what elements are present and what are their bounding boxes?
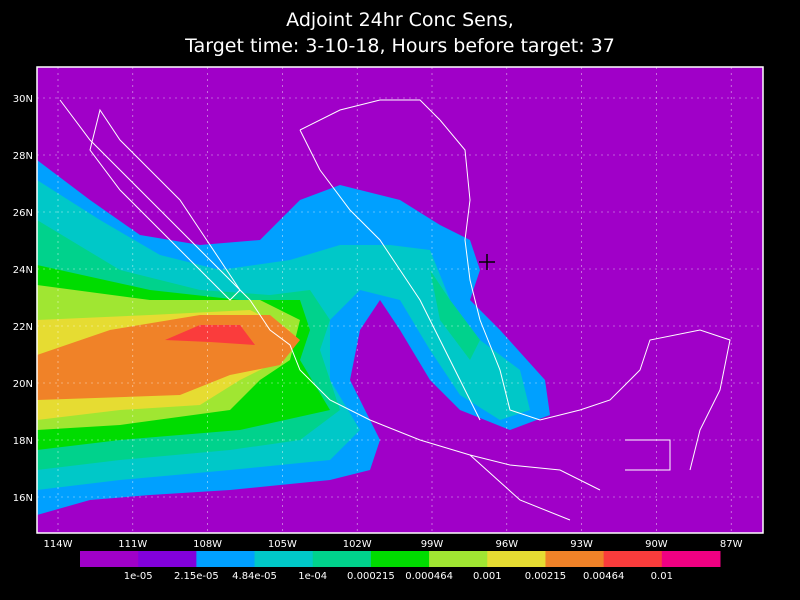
- colorbar-label: 2.15e-05: [174, 571, 219, 582]
- colorbar-label: 0.00215: [525, 571, 566, 582]
- lon-tick-label: 99W: [421, 539, 444, 550]
- grid: [37, 67, 763, 533]
- coastline: [439, 119, 731, 471]
- colorbar-swatch: [370, 551, 430, 567]
- colorbar-label: 0.000464: [405, 571, 453, 582]
- colorbar-swatch: [429, 551, 488, 567]
- lon-tick-label: 90W: [645, 539, 668, 550]
- colorbar-label: 1e-04: [298, 571, 327, 582]
- colorbar-label: 0.00464: [583, 571, 624, 582]
- colorbar-swatch: [545, 551, 605, 567]
- lat-tick-label: 16N: [13, 493, 33, 504]
- contour: [430, 270, 480, 360]
- lon-tick-label: 111W: [118, 539, 147, 550]
- plot-area: [36, 66, 764, 534]
- colorbar-swatch: [254, 551, 314, 567]
- lat-tick-label: 24N: [13, 265, 33, 276]
- coastlines: [59, 99, 731, 521]
- lon-tick-label: 114W: [44, 539, 73, 550]
- lon-tick-label: 102W: [343, 539, 372, 550]
- contour: [165, 325, 255, 345]
- coastline: [59, 99, 601, 491]
- colorbar-swatch: [80, 551, 139, 567]
- lon-tick-label: 87W: [720, 539, 743, 550]
- coastline: [89, 108, 241, 301]
- colorbar-label: 1e-05: [124, 571, 153, 582]
- title-line: Target time: 3-10-18, Hours before targe…: [184, 35, 615, 57]
- lon-tick-label: 105W: [268, 539, 297, 550]
- colorbar-label: 0.01: [651, 571, 673, 582]
- colorbar: 1e-05 2.15e-05 4.84e-05 1e-04 0.000215 0.0004…: [80, 551, 721, 582]
- coastline: [299, 99, 671, 521]
- lat-tick-label: 30N: [13, 94, 33, 105]
- colorbar-swatch: [196, 551, 256, 567]
- colorbar-swatch: [312, 551, 372, 567]
- title-line: Adjoint 24hr Conc Sens,: [286, 9, 514, 31]
- colorbar-swatch: [138, 551, 197, 567]
- colorbar-label: 0.001: [473, 571, 502, 582]
- lat-tick-label: 18N: [13, 436, 33, 447]
- lat-tick-label: 28N: [13, 151, 33, 162]
- lat-tick-label: 22N: [13, 322, 33, 333]
- colorbar-label: 4.84e-05: [232, 571, 277, 582]
- colorbar-label: 0.000215: [347, 571, 395, 582]
- colorbar-swatch: [603, 551, 663, 567]
- lon-tick-label: 93W: [570, 539, 593, 550]
- colorbar-swatch: [487, 551, 546, 567]
- plot-frame: [36, 66, 764, 534]
- lon-tick-label: 96W: [495, 539, 518, 550]
- target-marker: [479, 254, 495, 270]
- lat-tick-label: 26N: [13, 208, 33, 219]
- lon-tick-label: 108W: [193, 539, 222, 550]
- colorbar-swatch: [661, 551, 721, 567]
- lat-tick-label: 20N: [13, 379, 33, 390]
